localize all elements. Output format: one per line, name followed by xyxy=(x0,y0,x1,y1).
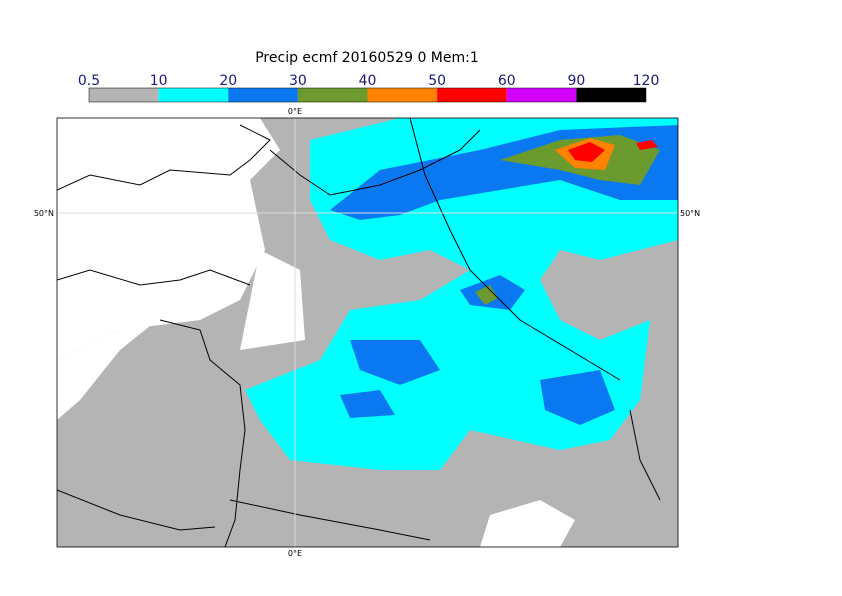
colorbar-bin xyxy=(576,88,646,102)
colorbar: 0.5 10 20 30 40 50 60 90 120 xyxy=(78,73,660,103)
precip-heavy xyxy=(350,340,440,385)
colorbar-frame xyxy=(88,87,647,103)
coastline xyxy=(57,124,481,547)
colorbar-label: 50 xyxy=(428,73,446,89)
map-area xyxy=(57,118,678,547)
colorbar-label: 60 xyxy=(498,73,516,89)
colorbar-label: 40 xyxy=(359,73,377,89)
precip-extreme xyxy=(636,140,658,150)
colorbar-label: 20 xyxy=(219,73,237,89)
colorbar-bin xyxy=(297,88,368,102)
colorbar-label: 30 xyxy=(289,73,307,89)
colorbar-label: 0.5 xyxy=(78,73,100,89)
title: Precip ecmf 20160529 0 Mem:1 xyxy=(255,50,479,66)
colorbar-bin xyxy=(437,88,507,102)
colorbar-bin xyxy=(367,88,438,102)
precip-very-heavy xyxy=(475,285,498,305)
precip-heavy xyxy=(340,390,395,418)
colorbar-bin xyxy=(506,88,577,102)
colorbar-label: 10 xyxy=(150,73,168,89)
lat-label-left: 50°N xyxy=(34,209,54,218)
colorbar-bin xyxy=(158,88,229,102)
lat-label-right: 50°N xyxy=(680,209,700,218)
colorbar-label: 120 xyxy=(633,73,660,89)
dry-patch xyxy=(480,500,575,547)
precip-heavy xyxy=(540,370,615,425)
dry-patch xyxy=(57,318,160,420)
colorbar-bin xyxy=(89,88,159,102)
colorbar-bin xyxy=(228,88,298,102)
lon-label-bottom: 0°E xyxy=(288,549,302,558)
dry-patch xyxy=(240,250,305,350)
map-frame xyxy=(56,117,679,548)
border xyxy=(229,118,661,541)
colorbar-label: 90 xyxy=(567,73,585,89)
lon-label-top: 0°E xyxy=(288,107,302,116)
precip-extreme xyxy=(568,142,605,162)
